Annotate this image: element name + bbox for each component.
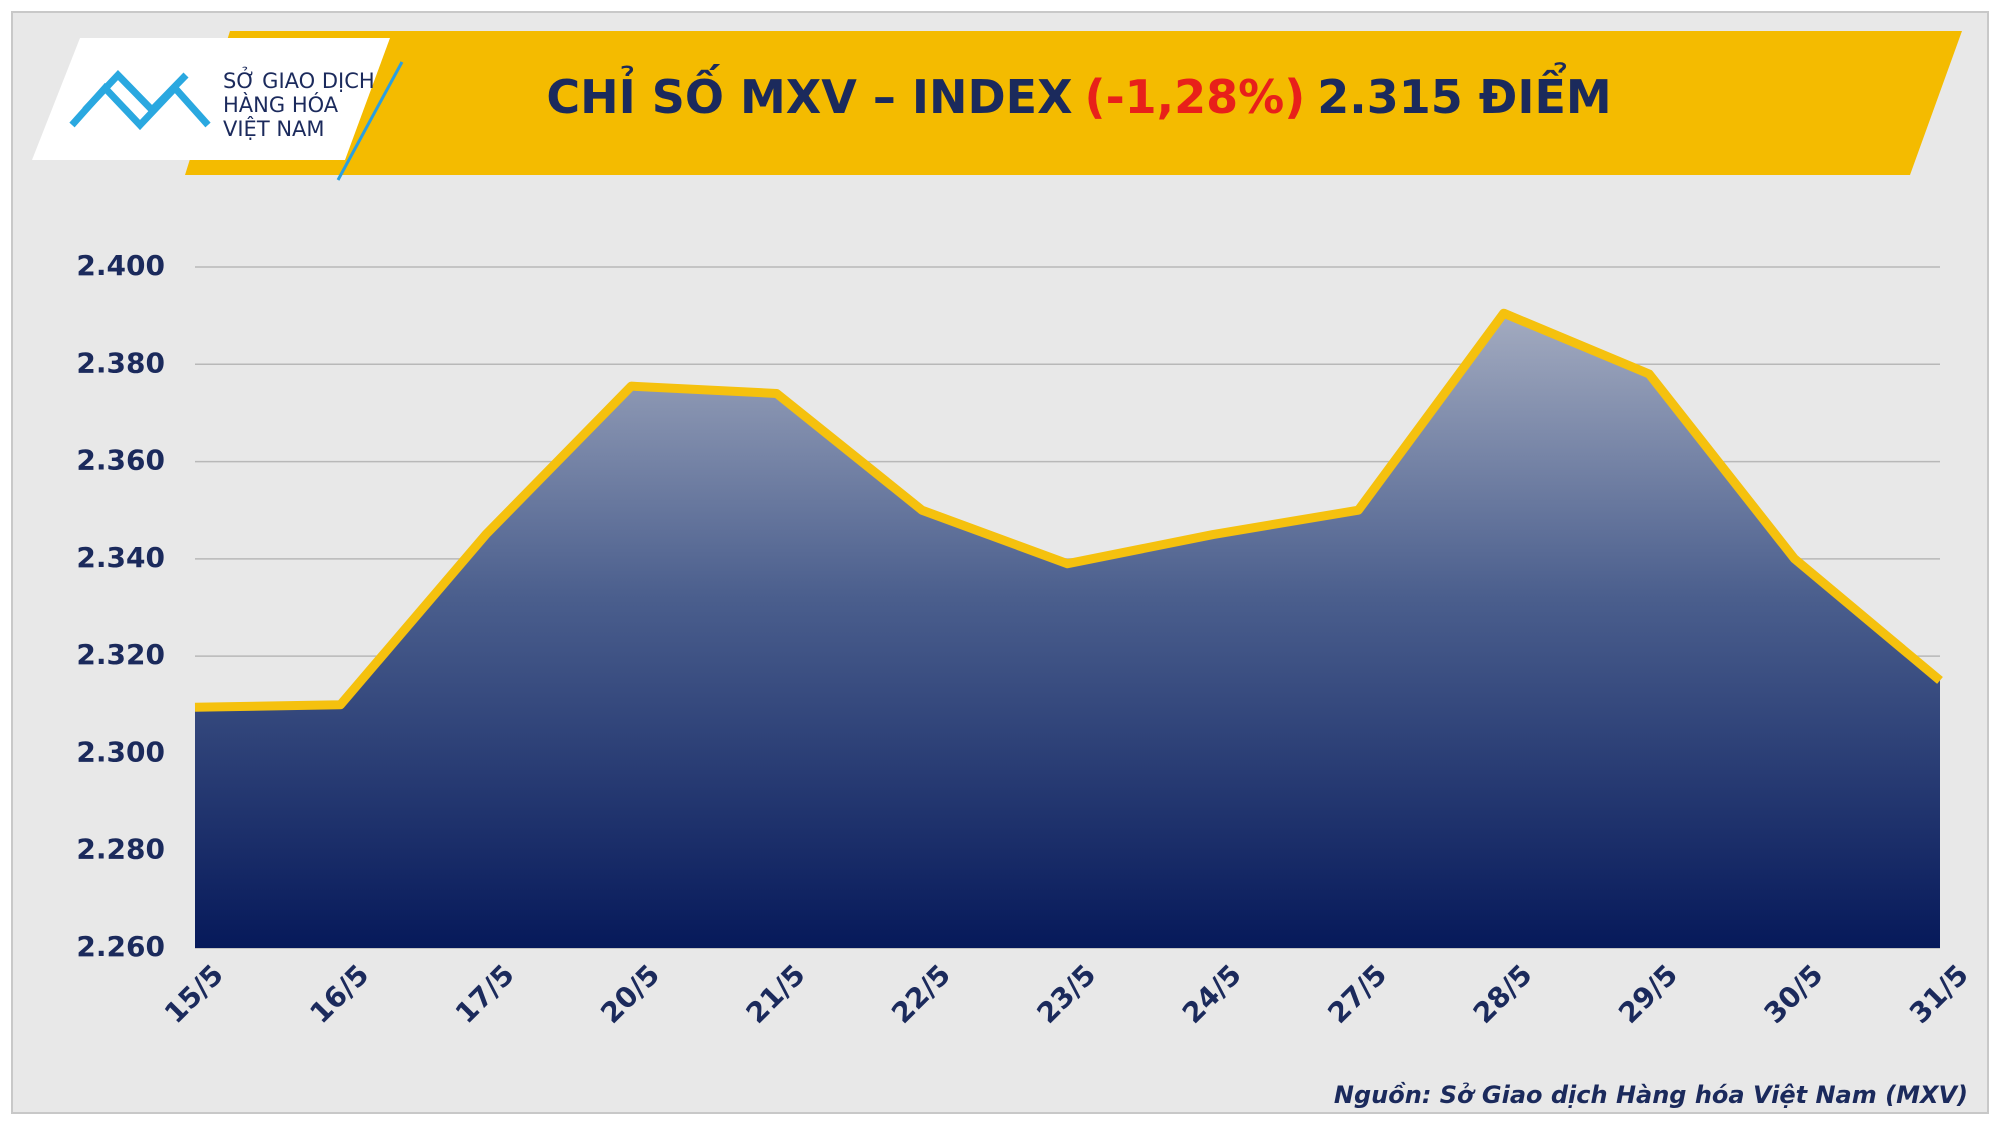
title-part: 2.315 ĐIỂM	[1317, 62, 1611, 124]
title-part: (-1,28%)	[1085, 70, 1306, 124]
y-tick-label: 2.380	[76, 346, 165, 379]
source: Nguồn: Sở Giao dịch Hàng hóa Việt Nam (M…	[1334, 1080, 1968, 1109]
y-tick-label: 2.340	[76, 541, 165, 574]
y-tick-label: 2.300	[76, 735, 165, 768]
logo-text: SỞ GIAO DỊCH	[223, 66, 375, 93]
y-tick-label: 2.360	[76, 444, 165, 477]
y-tick-label: 2.260	[76, 930, 165, 963]
logo-accent	[336, 61, 404, 181]
logo-icon	[69, 69, 211, 131]
logo-box	[32, 38, 390, 160]
area	[195, 313, 1940, 949]
title-part: CHỈ SỐ MXV – INDEX	[546, 64, 1072, 124]
logo-text: VIỆT NAM	[223, 116, 325, 141]
y-tick-label: 2.400	[76, 249, 165, 282]
y-tick-label: 2.280	[76, 833, 165, 866]
title-band	[185, 31, 1962, 175]
logo-text: HÀNG HÓA	[223, 92, 339, 117]
line	[194, 308, 1943, 712]
y-tick-label: 2.320	[76, 638, 165, 671]
chart-title: CHỈ SỐ MXV – INDEX (-1,28%) 2.315 ĐIỂM	[546, 62, 1611, 124]
